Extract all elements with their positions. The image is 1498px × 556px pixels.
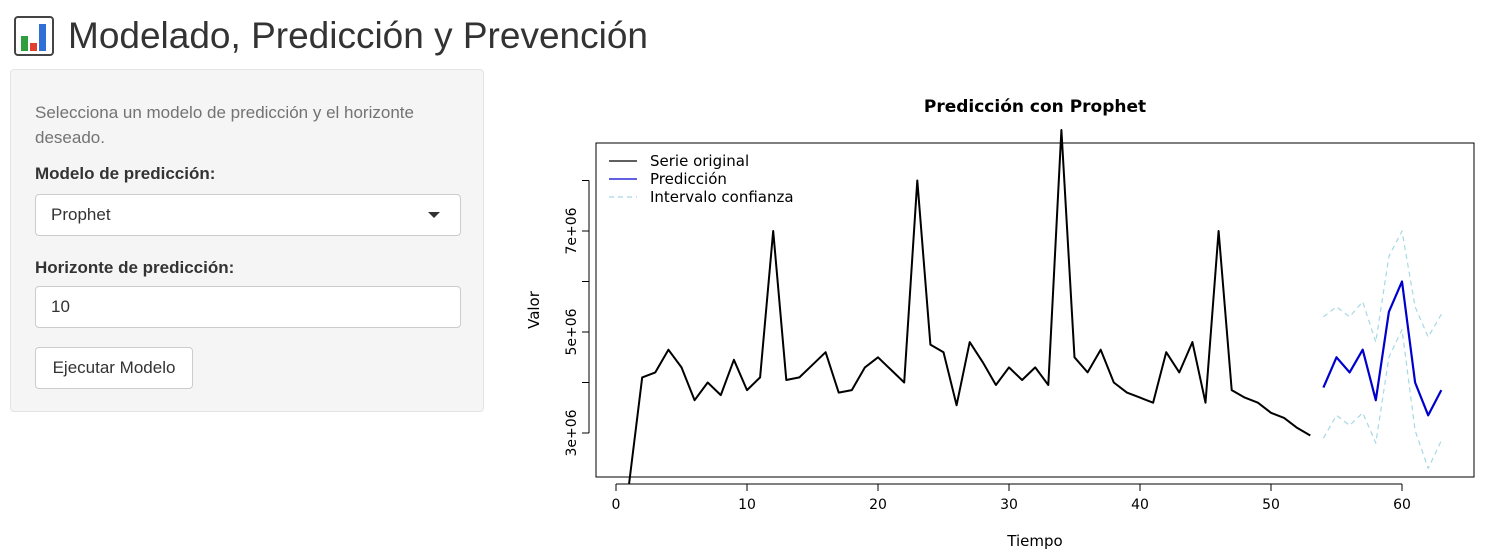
- help-text: Selecciona un modelo de predicción y el …: [35, 103, 414, 147]
- y-tick-label: 7e+06: [564, 207, 580, 254]
- y-tick-label: 3e+06: [564, 409, 580, 456]
- original-series-line: [628, 129, 1311, 484]
- x-axis-label: Tiempo: [1006, 532, 1062, 550]
- x-tick-label: 10: [738, 497, 756, 513]
- legend-label: Intervalo confianza: [650, 188, 794, 206]
- chart-title: Predicción con Prophet: [924, 97, 1146, 117]
- caret-down-icon: [428, 212, 440, 218]
- y-tick-label: 5e+06: [564, 308, 580, 355]
- horizon-input[interactable]: 10: [35, 286, 461, 328]
- bar-chart-icon: [14, 16, 54, 56]
- prediction-series-line: [1322, 280, 1443, 417]
- model-label: Modelo de predicción:: [35, 164, 216, 183]
- x-tick-label: 50: [1262, 497, 1280, 513]
- horizon-label: Horizonte de predicción:: [35, 258, 235, 277]
- page-header: Modelado, Predicción y Prevención: [14, 12, 648, 60]
- lower-interval-line: [1322, 328, 1442, 469]
- upper-interval-line: [1323, 230, 1442, 343]
- model-select-value: Prophet: [51, 205, 111, 224]
- model-select[interactable]: Prophet: [35, 194, 461, 236]
- forecast-chart: Predicción con Prophet Tiempo Valor 0 10 2…: [525, 97, 1475, 550]
- x-tick-label: 40: [1131, 497, 1149, 513]
- legend-label: Serie original: [650, 152, 749, 170]
- x-tick-label: 20: [869, 497, 887, 513]
- x-tick-label: 60: [1393, 497, 1411, 513]
- y-axis-label: Valor: [525, 290, 543, 329]
- run-model-button[interactable]: Ejecutar Modelo: [35, 347, 193, 389]
- sidebar-panel: Selecciona un modelo de predicción y el …: [10, 69, 484, 412]
- legend-label: Predicción: [650, 170, 727, 188]
- plot-box: [595, 142, 1475, 478]
- x-tick-label: 30: [1000, 497, 1018, 513]
- page-title: Modelado, Predicción y Prevención: [68, 15, 648, 56]
- x-tick-label: 0: [612, 497, 621, 513]
